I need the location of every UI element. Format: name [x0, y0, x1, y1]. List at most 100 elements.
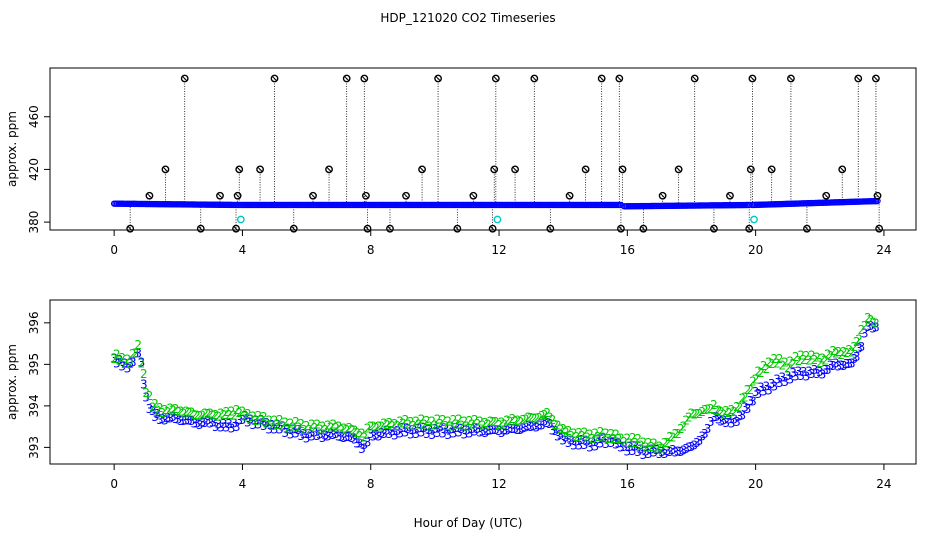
- series-3-point: 3: [276, 423, 284, 437]
- series-3-point: 3: [495, 424, 503, 438]
- series-2-point: 2: [201, 407, 209, 421]
- series-2-point: 2: [466, 414, 474, 428]
- series-2-point: 2: [498, 415, 506, 429]
- x-tick-label: 16: [620, 477, 635, 491]
- outlier-point: [126, 224, 135, 233]
- series-2-point: 2: [151, 397, 159, 411]
- series-2-point: 2: [394, 419, 402, 433]
- top-panel: approx. ppm 0 4 8 12 16 20 24 380 420 460: [5, 67, 917, 257]
- series-3-point: 3: [666, 445, 674, 459]
- outlier-point: [469, 191, 478, 200]
- series-2-point: 2: [525, 411, 533, 425]
- series-3-point: 3: [394, 424, 402, 438]
- series-3-point: 3: [271, 423, 279, 437]
- series-3-point: 3: [551, 424, 559, 438]
- series-2-point: 2: [637, 439, 645, 453]
- series-3-point: 3: [514, 423, 522, 437]
- outlier-point: [875, 224, 884, 233]
- series-2-point: 2: [653, 441, 661, 455]
- highlight-point: [493, 215, 502, 224]
- outlier-cross: [235, 193, 241, 199]
- series-3-point: 3: [158, 412, 166, 426]
- series-2-point: 2: [249, 409, 257, 423]
- series-2-point: 2: [358, 426, 366, 440]
- series-2-point: 2: [749, 374, 757, 388]
- series-3-point: 3: [142, 391, 150, 405]
- series-3-point: 3: [492, 423, 500, 437]
- series-2-point: 2: [821, 354, 829, 368]
- series-2-point: 2: [707, 402, 715, 416]
- series-3-point: 3: [677, 445, 685, 459]
- series-3-point: 3: [730, 413, 738, 427]
- series-2-point: 2: [348, 423, 356, 437]
- series-3-point: 3: [113, 356, 121, 370]
- series-3-point: 3: [738, 409, 746, 423]
- top-marks: [110, 74, 884, 233]
- series-2-point: 2: [353, 426, 361, 440]
- series-3-point: 3: [402, 425, 410, 439]
- outlier-point: [873, 191, 882, 200]
- series-2-point: 2: [172, 402, 180, 416]
- outlier-point: [270, 74, 279, 83]
- series-3-point: 3: [207, 416, 215, 430]
- top-plot-frame: [49, 67, 917, 231]
- series-3-point: 3: [161, 414, 169, 428]
- series-2-point: 2: [800, 353, 808, 367]
- outlier-point: [418, 165, 426, 174]
- series-2-point: 2: [474, 417, 482, 431]
- series-2-point: 2: [797, 349, 805, 363]
- series-2-point: 2: [442, 419, 450, 433]
- series-2-point: 2: [591, 426, 599, 440]
- series-2-point: 2: [781, 356, 789, 370]
- outlier-point: [658, 191, 667, 200]
- series-2-point: 2: [327, 421, 335, 435]
- series-2-point: 2: [292, 415, 300, 429]
- series-3-point: 3: [610, 432, 618, 446]
- series-2-point: 2: [610, 432, 618, 446]
- series-3-point: 3: [295, 423, 303, 437]
- series-2-point: 2: [853, 335, 861, 349]
- series-2-point: 2: [792, 350, 800, 364]
- series-3-point: 3: [805, 364, 813, 378]
- series-3-point: 3: [244, 415, 252, 429]
- series-2-point: 2: [244, 407, 252, 421]
- series-2-point: 2: [599, 430, 607, 444]
- series-2-point: 2: [650, 436, 658, 450]
- outlier-cross: [567, 193, 573, 199]
- series-3-point: 3: [249, 418, 257, 432]
- series-2-point: 2: [722, 404, 730, 418]
- outlier-cross: [788, 75, 794, 82]
- series-3-point: 3: [546, 417, 554, 431]
- series-2-point: 2: [235, 406, 243, 420]
- series-2-point: 2: [763, 362, 771, 376]
- series-2-point: 2: [268, 419, 276, 433]
- series-3-point: 3: [713, 410, 721, 424]
- series-2-point: 2: [710, 398, 718, 412]
- series-3-point: 3: [797, 369, 805, 383]
- series-2-point: 2: [444, 415, 452, 429]
- outlier-point: [690, 74, 699, 83]
- series-2-point: 2: [113, 347, 121, 361]
- series-2-point: 2: [594, 430, 602, 444]
- series-3-point: 3: [787, 373, 795, 387]
- series-2-point: 2: [720, 408, 728, 422]
- series-3-point: 3: [795, 364, 803, 378]
- series-2-point: 2: [795, 354, 803, 368]
- series-3-point: 3: [311, 426, 319, 440]
- series-2-point: 2: [460, 415, 468, 429]
- series-3-point: 3: [811, 363, 819, 377]
- series-2-point: 2: [471, 413, 479, 427]
- series-3-point: 3: [642, 444, 650, 458]
- series-3-point: 3: [380, 427, 388, 441]
- series-2-point: 2: [489, 415, 497, 429]
- series-3-point: 3: [474, 422, 482, 436]
- series-3-point: 3: [418, 425, 426, 439]
- series-3-point: 3: [858, 340, 866, 354]
- series-3-point: 3: [201, 416, 209, 430]
- series-3-point: 3: [541, 415, 549, 429]
- series-3-point: 3: [479, 424, 487, 438]
- series-2-point: 2: [624, 431, 632, 445]
- series-3-point: 3: [239, 413, 247, 427]
- outlier-cross: [769, 166, 775, 172]
- series-3-point: 3: [845, 357, 853, 371]
